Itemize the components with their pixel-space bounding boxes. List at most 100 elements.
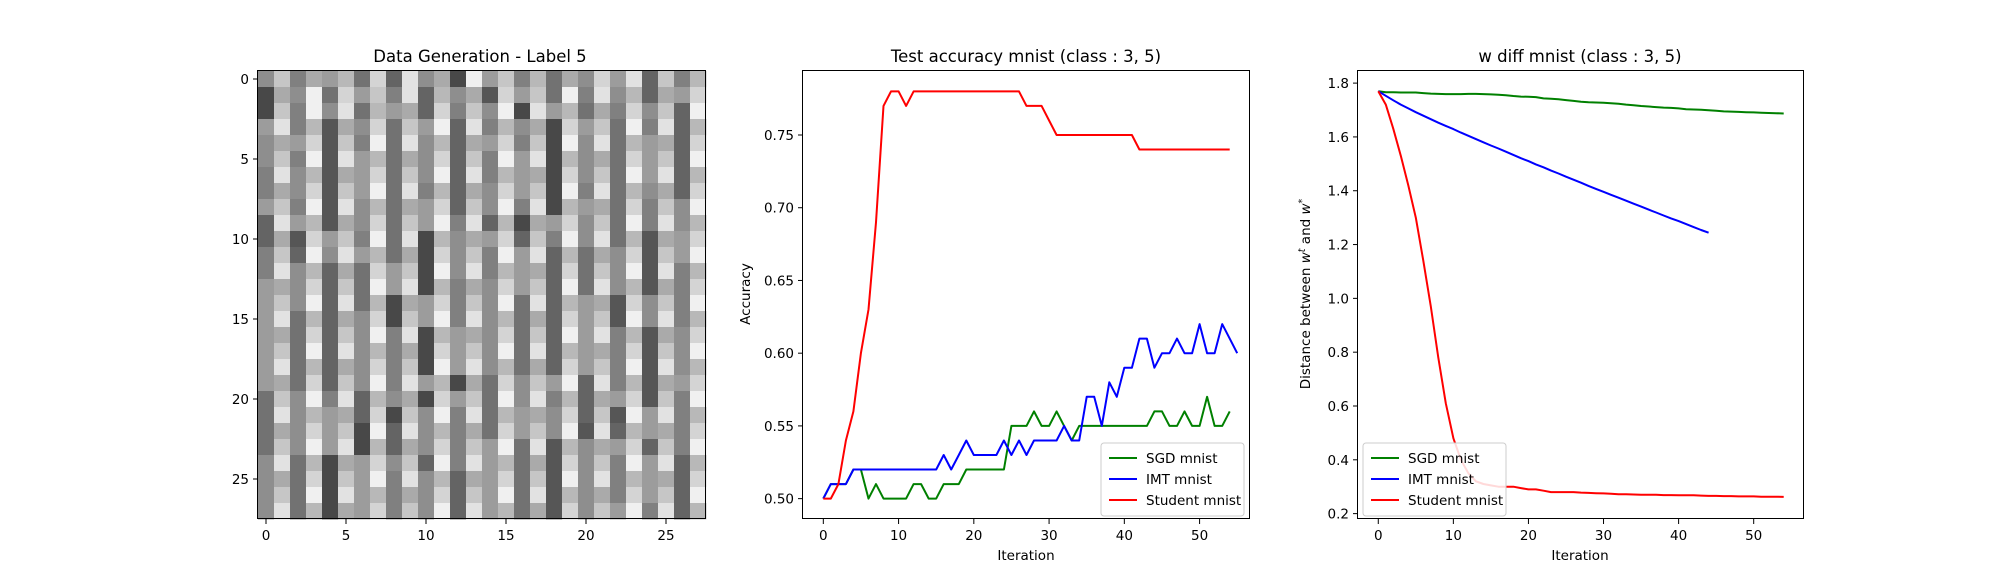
heatmap-cell xyxy=(674,247,691,264)
heatmap-cell xyxy=(322,471,339,488)
heatmap-cell xyxy=(402,407,419,424)
heatmap-cell xyxy=(498,167,515,184)
heatmap-cell xyxy=(466,423,483,440)
heatmap-cell xyxy=(370,343,387,360)
heatmap-cell xyxy=(354,103,371,120)
heatmap-cell xyxy=(450,455,467,472)
heatmap-cell xyxy=(658,423,675,440)
heatmap-cell xyxy=(610,359,627,376)
heatmap-cell xyxy=(322,407,339,424)
heatmap-cell xyxy=(594,247,611,264)
heatmap-cell xyxy=(514,279,531,296)
heatmap-cell xyxy=(418,279,435,296)
heatmap-cell xyxy=(530,279,547,296)
heatmap-cell xyxy=(658,327,675,344)
heatmap-cell xyxy=(290,407,307,424)
heatmap-cell xyxy=(674,311,691,328)
heatmap-cell xyxy=(546,119,563,136)
heatmap-cell xyxy=(658,167,675,184)
heatmap-cell xyxy=(418,407,435,424)
heatmap-cell xyxy=(674,71,691,88)
heatmap-cell xyxy=(690,343,707,360)
heatmap-cell xyxy=(274,375,291,392)
heatmap-cell xyxy=(674,407,691,424)
heatmap-cell xyxy=(354,167,371,184)
heatmap-cell xyxy=(258,247,275,264)
heatmap-cell xyxy=(290,247,307,264)
heatmap-cell xyxy=(546,327,563,344)
heatmap-cell xyxy=(338,215,355,232)
heatmap-cell xyxy=(402,343,419,360)
heatmap-cell xyxy=(690,295,707,312)
heatmap-cell xyxy=(690,455,707,472)
heatmap-cell xyxy=(258,295,275,312)
heatmap-cell xyxy=(386,407,403,424)
heatmap-cell xyxy=(546,343,563,360)
heatmap-cell xyxy=(482,471,499,488)
heatmap-cell xyxy=(562,199,579,216)
heatmap-cell xyxy=(658,183,675,200)
heatmap-cell xyxy=(306,247,323,264)
heatmap-cell xyxy=(434,423,451,440)
heatmap-cell xyxy=(626,231,643,248)
heatmap-cell xyxy=(690,359,707,376)
heatmap-cell xyxy=(466,407,483,424)
heatmap-cell xyxy=(530,231,547,248)
heatmap-cell xyxy=(418,119,435,136)
heatmap-cell xyxy=(322,279,339,296)
heatmap-cell xyxy=(690,199,707,216)
heatmap-cell xyxy=(338,135,355,152)
heatmap-cell xyxy=(322,503,339,520)
heatmap-cell xyxy=(658,247,675,264)
heatmap-cell xyxy=(354,391,371,408)
heatmap-cell xyxy=(498,375,515,392)
heatmap-cell xyxy=(498,199,515,216)
wdiff-series-line xyxy=(1377,90,1784,498)
heatmap-cell xyxy=(434,439,451,456)
heatmap-cell xyxy=(594,103,611,120)
heatmap-cell xyxy=(690,503,707,520)
heatmap-cell xyxy=(514,327,531,344)
heatmap-cell xyxy=(514,503,531,520)
heatmap-cell xyxy=(274,503,291,520)
heatmap-cell xyxy=(498,455,515,472)
heatmap-cell xyxy=(274,215,291,232)
heatmap-cell xyxy=(370,103,387,120)
heatmap-cell xyxy=(258,327,275,344)
heatmap-cell xyxy=(594,343,611,360)
heatmap-cell xyxy=(658,87,675,104)
heatmap-cell xyxy=(434,119,451,136)
heatmap-cell xyxy=(450,503,467,520)
heatmap-cell xyxy=(514,103,531,120)
heatmap-cell xyxy=(498,311,515,328)
heatmap-cell xyxy=(498,439,515,456)
heatmap-cell xyxy=(594,487,611,504)
heatmap-cell xyxy=(642,359,659,376)
heatmap-cell xyxy=(386,231,403,248)
heatmap-cell xyxy=(258,439,275,456)
heatmap-cell xyxy=(562,215,579,232)
accuracy-panel: Test accuracy mnist (class : 3, 5) 0 10 20… xyxy=(738,47,1250,564)
heatmap-cell xyxy=(610,471,627,488)
heatmap-cell xyxy=(546,103,563,120)
heatmap-cell xyxy=(578,439,595,456)
accuracy-legend-label: Student mnist xyxy=(1146,493,1241,509)
heatmap-cell xyxy=(434,87,451,104)
heatmap-ticks: 0 5 10 15 20 25 0 5 10 15 20 25 xyxy=(232,72,675,544)
heatmap-cell xyxy=(674,135,691,152)
heatmap-cell xyxy=(466,327,483,344)
heatmap-cell xyxy=(322,327,339,344)
heatmap-cell xyxy=(674,423,691,440)
heatmap-cell xyxy=(290,311,307,328)
heatmap-cell xyxy=(578,167,595,184)
heatmap-cell xyxy=(610,119,627,136)
heatmap-cell xyxy=(434,359,451,376)
heatmap-cell xyxy=(338,455,355,472)
heatmap-cell xyxy=(258,391,275,408)
heatmap-cell xyxy=(386,183,403,200)
heatmap-cell xyxy=(450,215,467,232)
heatmap-frame xyxy=(257,70,706,519)
heatmap-cell xyxy=(354,295,371,312)
heatmap-cell xyxy=(450,487,467,504)
heatmap-cell xyxy=(306,503,323,520)
